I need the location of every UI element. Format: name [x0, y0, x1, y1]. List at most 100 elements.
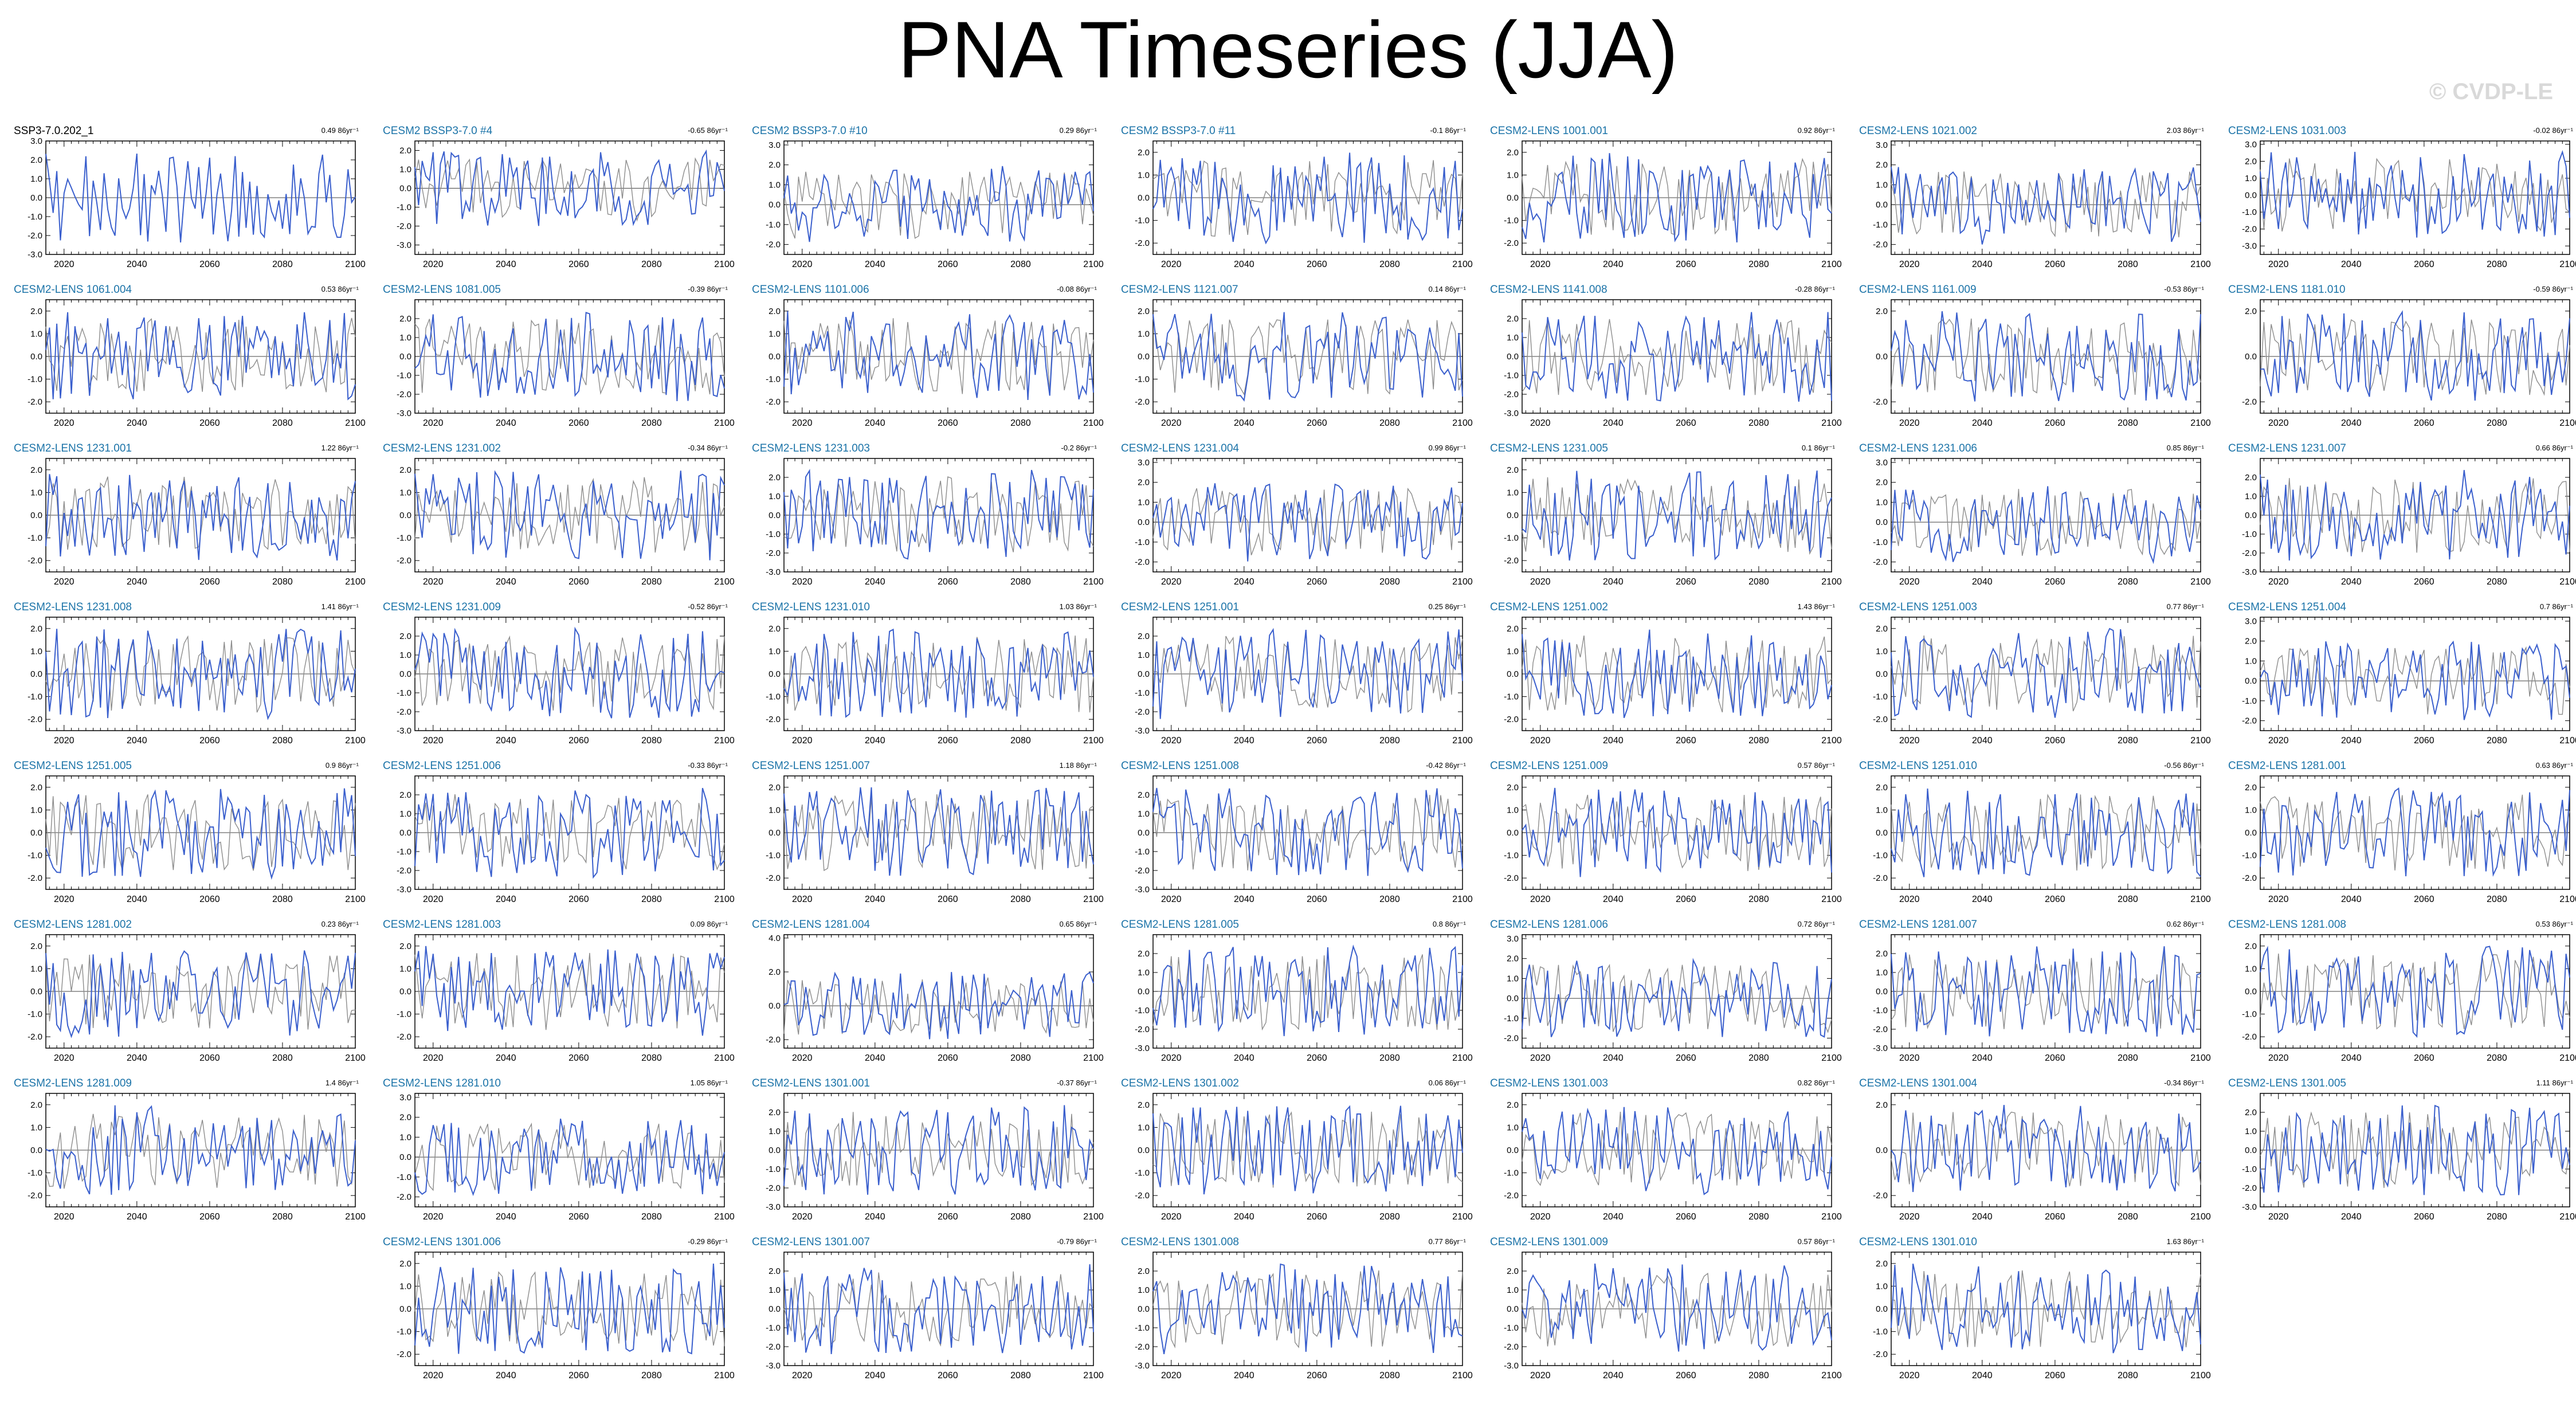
y-tick-label: 0.0 — [30, 669, 42, 679]
y-tick-label: 1.0 — [1138, 809, 1150, 819]
series-line-member — [1522, 958, 1832, 1038]
y-tick-label: -1.0 — [1504, 371, 1519, 381]
panel-title: CESM2-LENS 1231.003 — [752, 442, 870, 454]
panel-title: CESM2-LENS 1001.001 — [1490, 125, 1608, 137]
y-tick-label: -1.0 — [28, 375, 42, 385]
panel-title: CESM2-LENS 1281.009 — [14, 1077, 132, 1089]
panel-31: 2.0 1.0 0.0 -1.0 -2.0 2020 2040 2060 2080 2100 CES… — [750, 760, 1105, 915]
y-tick-label: 0.0 — [2245, 987, 2257, 997]
y-tick-label: -2.0 — [2242, 1032, 2257, 1042]
panel-26: 2.0 1.0 0.0 -1.0 -2.0 2020 2040 2060 2080 2100 CES… — [1488, 601, 1843, 756]
y-tick-label: 0.0 — [1138, 193, 1150, 203]
y-tick-label: -1.0 — [2242, 1010, 2257, 1019]
panel-plot: 3.0 2.0 1.0 0.0 -1.0 -2.0 -3.0 2020 2040 2060 2080… — [28, 136, 366, 269]
y-tick-label: -1.0 — [2242, 851, 2257, 861]
y-tick-label: -1.0 — [1504, 851, 1519, 861]
panel-8: 2.0 1.0 0.0 -1.0 -2.0 2020 2040 2060 2080 2100 CES… — [11, 284, 367, 438]
x-tick-label: 2040 — [496, 736, 516, 746]
panel-plot: 2.0 1.0 0.0 -1.0 -2.0 2020 2040 2060 2080 2100 — [1504, 458, 1842, 587]
x-tick-label: 2100 — [714, 895, 735, 904]
x-tick-label: 2040 — [1972, 418, 1993, 428]
x-tick-label: 2060 — [938, 736, 958, 746]
x-tick-label: 2020 — [1161, 418, 1182, 428]
y-tick-label: -2.0 — [28, 715, 42, 724]
y-tick-label: 2.0 — [399, 632, 411, 641]
x-tick-label: 2080 — [641, 260, 662, 269]
y-tick-label: 0.0 — [30, 987, 42, 997]
panel-24: 2.0 1.0 0.0 -1.0 -2.0 2020 2040 2060 2080 2100 CES… — [750, 601, 1105, 756]
x-tick-label: 2040 — [2341, 736, 2362, 746]
x-tick-label: 2040 — [2341, 260, 2362, 269]
y-tick-label: 2.0 — [1138, 949, 1150, 959]
y-tick-label: -3.0 — [766, 567, 781, 577]
panel-37: 2.0 1.0 0.0 -1.0 -2.0 2020 2040 2060 2080 2100 CES… — [381, 919, 736, 1073]
y-tick-label: -2.0 — [1135, 1025, 1150, 1034]
y-tick-label: 2.0 — [2245, 156, 2257, 166]
x-tick-label: 2100 — [2559, 736, 2576, 746]
panel-trend: 0.77 86yr⁻¹ — [2166, 602, 2204, 611]
y-tick-label: 3.0 — [769, 140, 781, 150]
x-tick-label: 2080 — [1010, 895, 1031, 904]
panel-plot: 3.0 2.0 1.0 0.0 -1.0 -2.0 2020 2040 2060 2080 2100 — [1873, 458, 2211, 587]
x-tick-label: 2100 — [2559, 418, 2576, 428]
panel-plot: 2.0 1.0 0.0 -1.0 -2.0 2020 2040 2060 2080 2100 — [1873, 775, 2211, 904]
x-tick-label: 2040 — [1234, 736, 1254, 746]
x-tick-label: 2060 — [938, 418, 958, 428]
x-tick-label: 2040 — [496, 260, 516, 269]
y-tick-label: -2.0 — [2242, 548, 2257, 558]
y-tick-label: 1.0 — [30, 805, 42, 815]
y-tick-label: -3.0 — [2242, 567, 2257, 577]
x-tick-label: 2080 — [272, 736, 293, 746]
y-tick-label: 2.0 — [1507, 314, 1519, 324]
series-line-member — [2260, 946, 2570, 1038]
x-tick-label: 2100 — [345, 260, 366, 269]
x-tick-label: 2060 — [568, 895, 589, 904]
x-tick-label: 2020 — [1899, 736, 1920, 746]
y-tick-label: -1.0 — [1873, 851, 1888, 861]
x-tick-label: 2060 — [199, 1212, 220, 1222]
y-tick-label: -2.0 — [28, 1032, 42, 1042]
y-tick-label: 1.0 — [399, 809, 411, 819]
x-tick-label: 2020 — [54, 418, 75, 428]
panel-1: 3.0 2.0 1.0 0.0 -1.0 -2.0 -3.0 2020 2040 2060 2080… — [11, 125, 367, 280]
panel-trend: 0.62 86yr⁻¹ — [2166, 920, 2204, 928]
panel-title: CESM2-LENS 1231.001 — [14, 442, 132, 454]
x-tick-label: 2060 — [1307, 895, 1327, 904]
x-tick-label: 2020 — [423, 577, 444, 587]
y-tick-label: 0.0 — [399, 828, 411, 838]
y-tick-label: 0.0 — [30, 193, 42, 203]
y-tick-label: 0.0 — [1507, 193, 1519, 203]
x-tick-label: 2040 — [865, 418, 885, 428]
series-line-reference — [1522, 794, 1832, 872]
y-tick-label: -2.0 — [1873, 397, 1888, 407]
y-tick-label: 1.0 — [399, 165, 411, 175]
y-tick-label: -2.0 — [1504, 556, 1519, 566]
y-tick-label: 2.0 — [1138, 307, 1150, 316]
panel-trend: 0.72 86yr⁻¹ — [1797, 920, 1835, 928]
x-tick-label: 2020 — [792, 1053, 813, 1063]
y-tick-label: 1.0 — [1876, 180, 1888, 190]
x-tick-label: 2040 — [2341, 1053, 2362, 1063]
panel-trend: 1.03 86yr⁻¹ — [1059, 602, 1097, 611]
x-tick-label: 2100 — [1083, 418, 1104, 428]
y-tick-label: 2.0 — [1876, 949, 1888, 959]
x-tick-label: 2060 — [1307, 577, 1327, 587]
panel-plot: 2.0 0.0 -2.0 2020 2040 2060 2080 2100 — [1873, 299, 2211, 428]
y-tick-label: -1.0 — [766, 220, 781, 230]
panel-plot: 2.0 1.0 0.0 -1.0 -2.0 -3.0 2020 2040 2060 2080 210… — [397, 775, 735, 904]
x-tick-label: 2060 — [1676, 1053, 1696, 1063]
y-tick-label: -2.0 — [1873, 240, 1888, 250]
x-tick-label: 2080 — [2487, 418, 2507, 428]
plot-frame — [414, 140, 725, 255]
panel-35: 2.0 1.0 0.0 -1.0 -2.0 2020 2040 2060 2080 2100 CES… — [2226, 760, 2576, 915]
series-line-member — [1891, 789, 2201, 877]
y-tick-label: 0.0 — [2245, 676, 2257, 686]
series-line-member — [1152, 627, 1463, 719]
x-tick-label: 2100 — [1452, 260, 1473, 269]
panel-title: CESM2-LENS 1281.006 — [1490, 919, 1608, 931]
y-tick-label: -3.0 — [28, 250, 42, 260]
y-tick-label: -1.0 — [28, 212, 42, 222]
y-tick-label: 2.0 — [2245, 637, 2257, 646]
x-tick-label: 2060 — [568, 260, 589, 269]
x-tick-label: 2060 — [938, 260, 958, 269]
